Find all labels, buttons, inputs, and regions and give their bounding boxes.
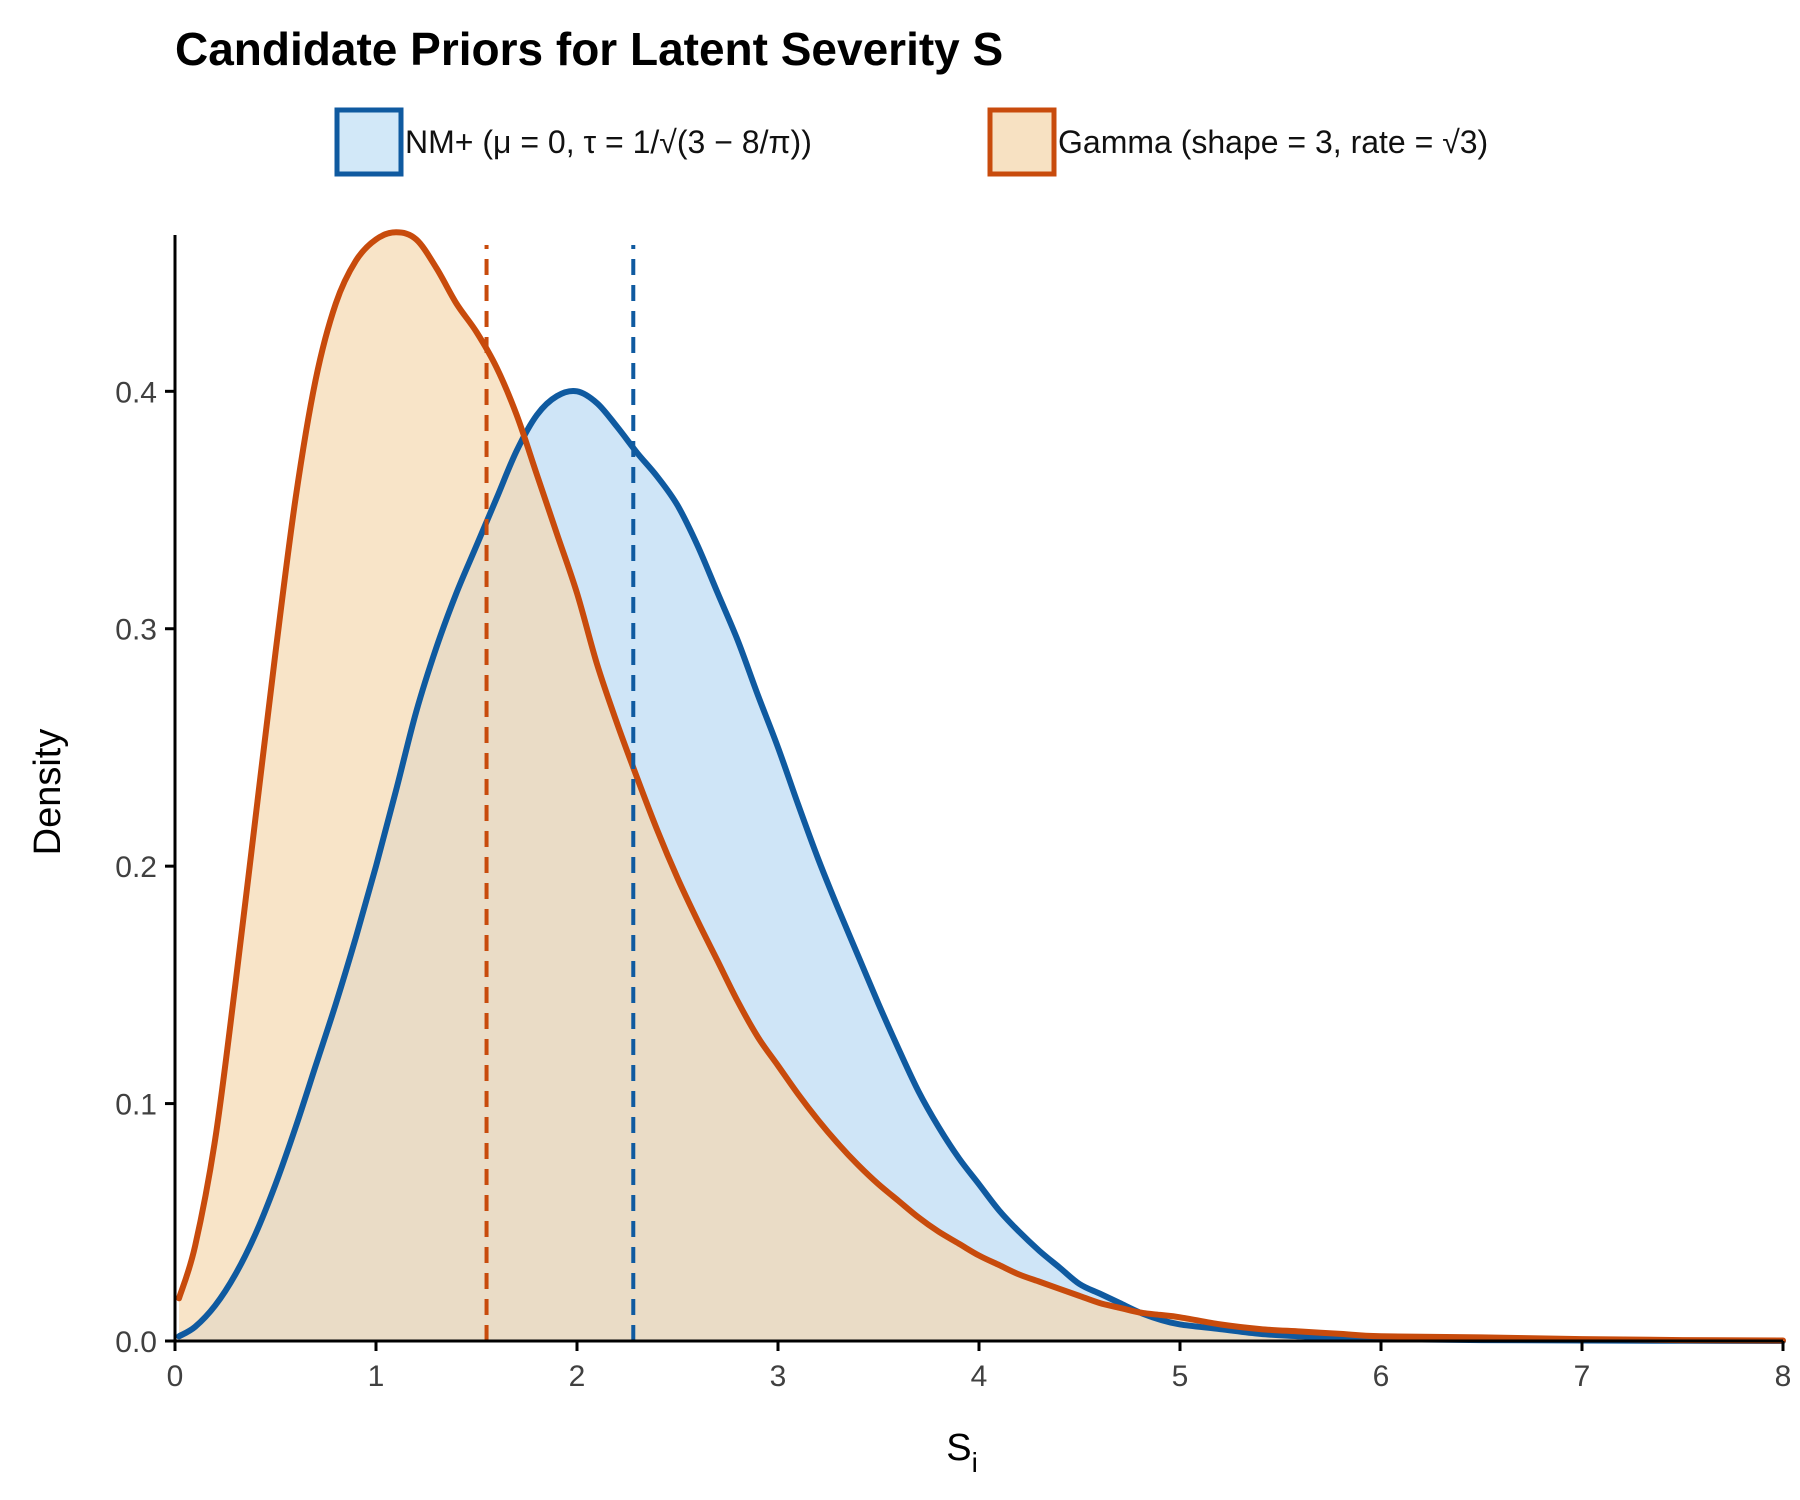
line-gamma <box>176 229 1786 1344</box>
chart-title: Candidate Priors for Latent Severity S <box>175 23 1003 75</box>
x-tick-label: 0 <box>167 1360 184 1393</box>
x-tick-label: 3 <box>770 1360 787 1393</box>
legend-swatch-gamma <box>987 107 1057 177</box>
x-axis-title-main: S <box>946 1427 971 1469</box>
y-tick-label: 0.0 <box>115 1326 157 1359</box>
x-tick-label: 7 <box>1574 1360 1591 1393</box>
x-tick-label: 5 <box>1172 1360 1189 1393</box>
plot-area: 0 1 2 3 4 5 6 7 8 0.0 0.1 0.2 0.3 0.4 <box>115 229 1792 1393</box>
x-tick-label: 1 <box>368 1360 385 1393</box>
y-tick-label: 0.2 <box>115 851 157 884</box>
y-axis-title: Density <box>27 729 69 856</box>
x-tick-label: 8 <box>1775 1360 1792 1393</box>
x-tick-label: 4 <box>971 1360 988 1393</box>
x-tick-label: 2 <box>569 1360 586 1393</box>
area-gamma <box>179 232 1783 1341</box>
y-tick-label: 0.3 <box>115 614 157 647</box>
y-tick-label: 0.4 <box>115 376 157 409</box>
x-tick-label: 6 <box>1373 1360 1390 1393</box>
y-tick-label: 0.1 <box>115 1089 157 1122</box>
line-nm <box>176 387 1786 1344</box>
legend-swatch-nm <box>334 107 404 177</box>
legend-label-gamma: Gamma (shape = 3, rate = √3) <box>1058 124 1488 160</box>
x-axis-title-subscript: i <box>972 1447 978 1478</box>
x-axis-title: Si <box>946 1427 978 1478</box>
legend: NM+ (μ = 0, τ = 1/√(3 − 8/π)) Gamma (sha… <box>334 107 1488 177</box>
legend-label-nm: NM+ (μ = 0, τ = 1/√(3 − 8/π)) <box>405 124 812 160</box>
